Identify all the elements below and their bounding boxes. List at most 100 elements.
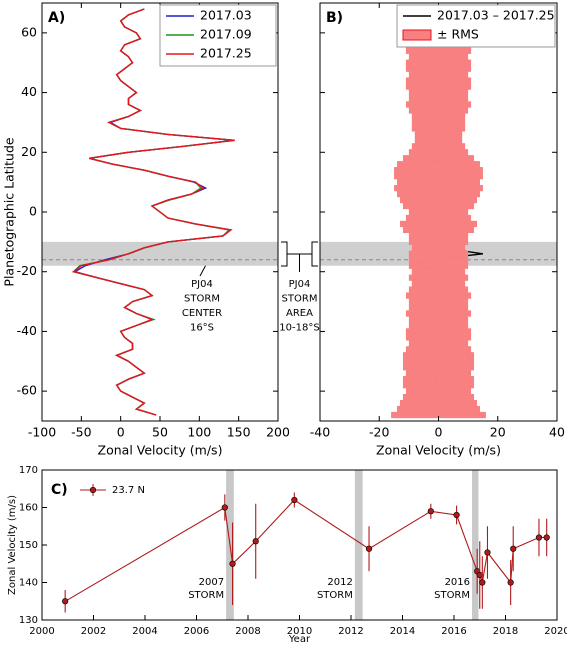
x-tick-label: 2008 bbox=[235, 626, 260, 637]
rms-band bbox=[408, 208, 469, 216]
rms-band bbox=[402, 155, 475, 162]
x-tick-label: 2004 bbox=[132, 626, 157, 637]
x-tick-label: 0 bbox=[435, 425, 443, 440]
rms-band bbox=[397, 161, 480, 168]
annotation: AREA bbox=[286, 308, 313, 319]
rms-band bbox=[405, 65, 472, 72]
y-tick-label: 60 bbox=[21, 24, 37, 39]
rms-band bbox=[405, 334, 472, 341]
panel: 2007 STORM 2012 STORM 2016 STORM 2000 2002 2004 2… bbox=[7, 465, 567, 645]
rms-band bbox=[411, 268, 466, 275]
x-axis-label: Zonal Velocity (m/s) bbox=[376, 443, 501, 458]
rms-band bbox=[397, 179, 480, 186]
rms-band bbox=[411, 113, 466, 120]
rms-band bbox=[408, 107, 469, 114]
legend-swatch bbox=[402, 29, 432, 41]
profile-line bbox=[71, 8, 235, 416]
x-tick-label: 150 bbox=[227, 425, 251, 440]
panel-label: A) bbox=[48, 10, 65, 26]
rms-band bbox=[408, 232, 469, 240]
legend-label: ± RMS bbox=[437, 27, 479, 42]
rms-band bbox=[408, 304, 469, 311]
x-tick-label: 40 bbox=[549, 425, 565, 440]
rms-band bbox=[402, 358, 475, 365]
rms-band bbox=[408, 316, 469, 323]
legend-label: 2017.03 – 2017.25 bbox=[437, 8, 555, 23]
rms-band bbox=[399, 220, 478, 228]
rms-band bbox=[399, 196, 478, 204]
y-tick-label: -60 bbox=[17, 383, 37, 398]
rms-band bbox=[405, 292, 472, 299]
profile-line bbox=[72, 8, 235, 416]
x-tick-label: 100 bbox=[187, 425, 211, 440]
rms-band bbox=[405, 328, 472, 335]
data-point bbox=[476, 571, 483, 579]
data-point bbox=[365, 545, 373, 552]
y-tick-label: 0 bbox=[29, 204, 37, 219]
data-point bbox=[252, 538, 259, 545]
x-tick-label: 200 bbox=[266, 425, 290, 440]
rms-band bbox=[394, 173, 483, 180]
storm-period bbox=[354, 470, 363, 620]
annotation: PJ04 bbox=[289, 279, 311, 290]
bracket-connector bbox=[287, 253, 312, 272]
rms-band bbox=[402, 393, 475, 401]
rms-band bbox=[405, 346, 472, 353]
x-tick-label: 2006 bbox=[184, 626, 209, 637]
x-axis-label: Zonal Velocity (m/s) bbox=[98, 443, 223, 458]
rms-band bbox=[408, 71, 469, 78]
series-line bbox=[64, 499, 547, 602]
rms-band bbox=[402, 226, 475, 234]
storm-label: STORM bbox=[434, 590, 470, 601]
y-axis-label: Zonal Velocity (m/s) bbox=[7, 495, 18, 595]
legend-label: 23.7 N bbox=[112, 485, 145, 496]
rms-band bbox=[408, 286, 469, 293]
annotation: CENTER bbox=[182, 308, 222, 319]
rms-band bbox=[394, 167, 483, 174]
panel: -40 -20 0 20 40 Zonal Velocity (m/s) B) PJ04 STO… bbox=[279, 2, 565, 458]
x-tick-label: 2014 bbox=[390, 626, 415, 637]
legend-label: 2017.03 bbox=[200, 8, 252, 23]
rms-band bbox=[405, 370, 472, 377]
x-tick-label: 2010 bbox=[287, 626, 312, 637]
rms-band bbox=[405, 101, 472, 108]
storm-period bbox=[472, 470, 479, 620]
rms-band bbox=[399, 399, 478, 407]
y-tick-label: -40 bbox=[17, 323, 37, 338]
y-tick-label: 40 bbox=[21, 84, 37, 99]
storm-band bbox=[42, 241, 278, 266]
y-tick-label: 150 bbox=[19, 540, 38, 551]
x-tick-label: 20 bbox=[490, 425, 506, 440]
x-tick-label: 2020 bbox=[544, 626, 567, 637]
panel: -100 -50 0 50 100 150 2006040200-20-40-60Zonal… bbox=[2, 2, 290, 458]
rms-band bbox=[402, 382, 475, 389]
x-tick-label: 2002 bbox=[81, 626, 106, 637]
x-tick-label: -100 bbox=[28, 425, 56, 440]
rms-band bbox=[411, 244, 466, 251]
legend-marker bbox=[89, 486, 97, 494]
rms-band bbox=[402, 352, 475, 359]
rms-band bbox=[408, 262, 469, 269]
panel-label: C) bbox=[51, 482, 68, 498]
rms-band bbox=[414, 131, 463, 138]
annotation: 10-18°S bbox=[279, 323, 319, 334]
data-point bbox=[510, 545, 517, 552]
y-tick-label: 170 bbox=[19, 465, 38, 476]
profile-line bbox=[73, 8, 234, 416]
storm-label: STORM bbox=[317, 590, 353, 601]
rms-band bbox=[391, 411, 486, 419]
x-tick-label: 2018 bbox=[493, 626, 518, 637]
rms-band bbox=[408, 298, 469, 305]
data-point bbox=[62, 598, 69, 605]
rms-band bbox=[402, 364, 475, 371]
rms-band bbox=[397, 405, 480, 413]
rms-band bbox=[408, 256, 469, 263]
rms-band bbox=[405, 310, 472, 317]
rms-band bbox=[405, 59, 472, 66]
rms-band bbox=[405, 388, 472, 395]
y-tick-label: 140 bbox=[19, 578, 38, 589]
x-tick-label: 2000 bbox=[29, 626, 54, 637]
data-point bbox=[427, 508, 434, 515]
data-point bbox=[484, 549, 491, 556]
